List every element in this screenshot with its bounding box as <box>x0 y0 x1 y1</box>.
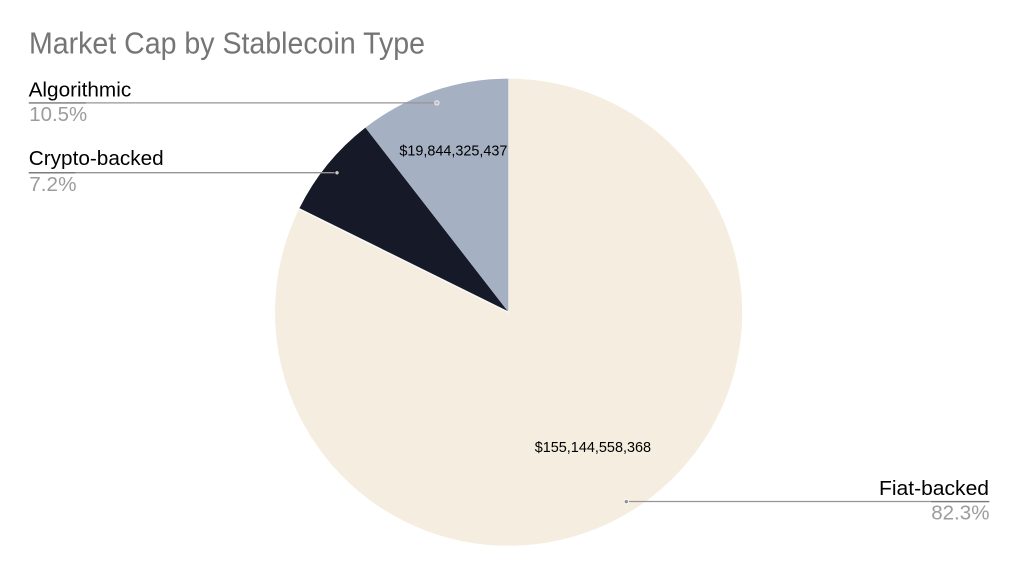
svg-text:$19,844,325,437: $19,844,325,437 <box>399 144 507 160</box>
svg-text:Algorithmic: Algorithmic <box>29 78 132 101</box>
svg-text:$155,144,558,368: $155,144,558,368 <box>535 440 651 456</box>
svg-text:10.5%: 10.5% <box>29 103 87 126</box>
svg-text:Market Cap by Stablecoin Type: Market Cap by Stablecoin Type <box>29 26 425 61</box>
svg-text:Crypto-backed: Crypto-backed <box>29 147 164 170</box>
svg-text:7.2%: 7.2% <box>29 173 76 196</box>
svg-text:Fiat-backed: Fiat-backed <box>879 477 989 500</box>
svg-text:82.3%: 82.3% <box>931 502 989 525</box>
